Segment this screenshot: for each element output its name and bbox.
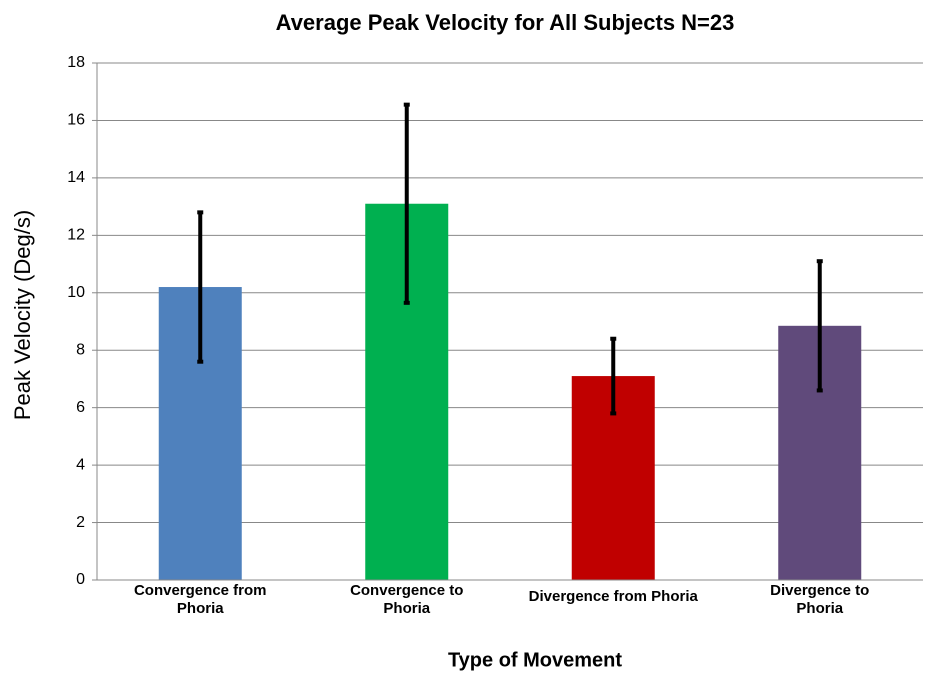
y-tick-label: 16 — [67, 112, 85, 129]
error-bar — [197, 210, 204, 364]
error-bar — [816, 259, 823, 393]
x-axis-label: Type of Movement — [448, 649, 622, 671]
y-tick-label: 12 — [67, 227, 85, 244]
error-bar — [403, 102, 410, 305]
y-tick-label: 8 — [76, 341, 85, 358]
y-axis-label: Peak Velocity (Deg/s) — [10, 210, 35, 420]
y-tick-label: 2 — [76, 514, 85, 531]
y-tick-label: 6 — [76, 399, 85, 416]
y-tick-label: 4 — [76, 456, 85, 473]
y-tick-label: 14 — [67, 169, 85, 186]
y-tick-label: 10 — [67, 284, 85, 301]
error-bar — [610, 336, 617, 416]
y-tick-label: 0 — [76, 571, 85, 588]
x-tick-label: Divergence to Phoria — [770, 582, 870, 617]
y-tick-label: 18 — [67, 54, 85, 71]
x-tick-label: Convergence from Phoria — [133, 582, 267, 617]
chart-title: Average Peak Velocity for All Subjects N… — [276, 10, 735, 35]
x-tick-label: Convergence to Phoria — [350, 582, 464, 617]
x-tick-label: Divergence from Phoria — [528, 588, 698, 605]
